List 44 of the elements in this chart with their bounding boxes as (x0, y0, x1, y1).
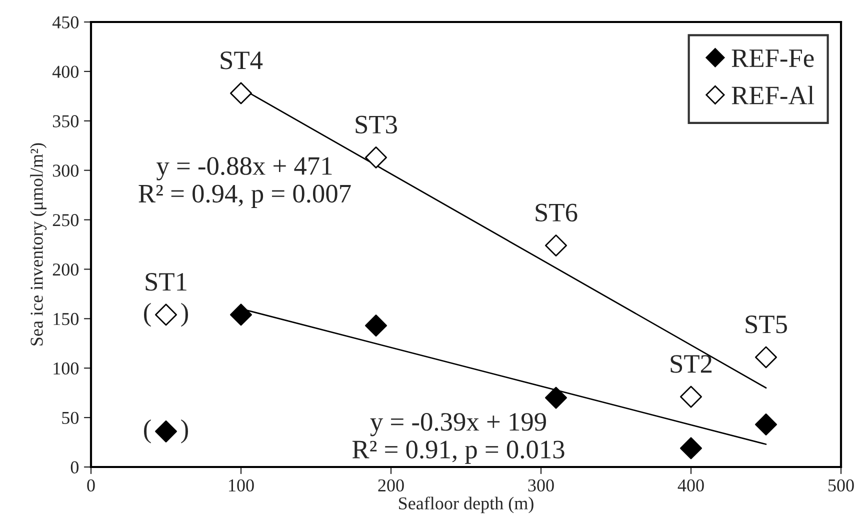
point (680, 386, 702, 408)
x-tick-label: 400 (678, 479, 704, 492)
x-tick-label: 0 (87, 479, 95, 492)
y-tick-label: 100 (54, 362, 79, 375)
point (365, 146, 387, 168)
point (680, 437, 702, 460)
point (545, 234, 567, 256)
y-tick-label: 50 (62, 412, 79, 424)
point (230, 82, 252, 104)
y-tick-label: 150 (54, 312, 79, 326)
y-tick-label: 300 (52, 164, 79, 177)
y-axis-title: Sea ice inventory (μmol/m²) (30, 143, 47, 346)
legend-label: REF-Al (732, 86, 814, 104)
annotation: ) (181, 302, 188, 327)
y-tick-label: 200 (52, 263, 79, 276)
annotation: ( (144, 302, 151, 327)
annotation: ( (144, 419, 151, 444)
annotation: ST2 (670, 355, 712, 373)
legend-label: REF-Fe (732, 50, 814, 68)
point (230, 304, 252, 326)
annotation: y = -0.88x + 471 R² = 0.94, p = 0.007 (138, 157, 351, 208)
annotation: ST3 (356, 116, 397, 134)
x-tick-label: 200 (378, 479, 404, 492)
x-tick-label: 500 (828, 479, 854, 492)
x-tick-label: 100 (229, 479, 254, 492)
point (545, 386, 567, 409)
x-tick-label: 300 (528, 479, 554, 492)
point (755, 413, 777, 436)
y-tick-label: 250 (52, 214, 79, 226)
annotation: ST1 (146, 273, 186, 291)
y-tick-label: 450 (52, 16, 79, 28)
annotation: y = -0.39x + 199 R² = 0.91, p = 0.013 (352, 413, 564, 464)
point (155, 420, 177, 442)
annotation: ST5 (746, 316, 787, 334)
annotation: ) (181, 419, 188, 444)
point (155, 304, 177, 326)
point (365, 314, 387, 337)
annotation: ST6 (536, 204, 578, 222)
y-tick-label: 0 (70, 461, 79, 474)
annotation: ST4 (220, 52, 263, 70)
y-tick-label: 350 (52, 115, 79, 128)
point (755, 346, 777, 368)
y-tick-label: 400 (52, 66, 79, 78)
x-axis-title: Seafloor depth (m) (399, 496, 534, 514)
